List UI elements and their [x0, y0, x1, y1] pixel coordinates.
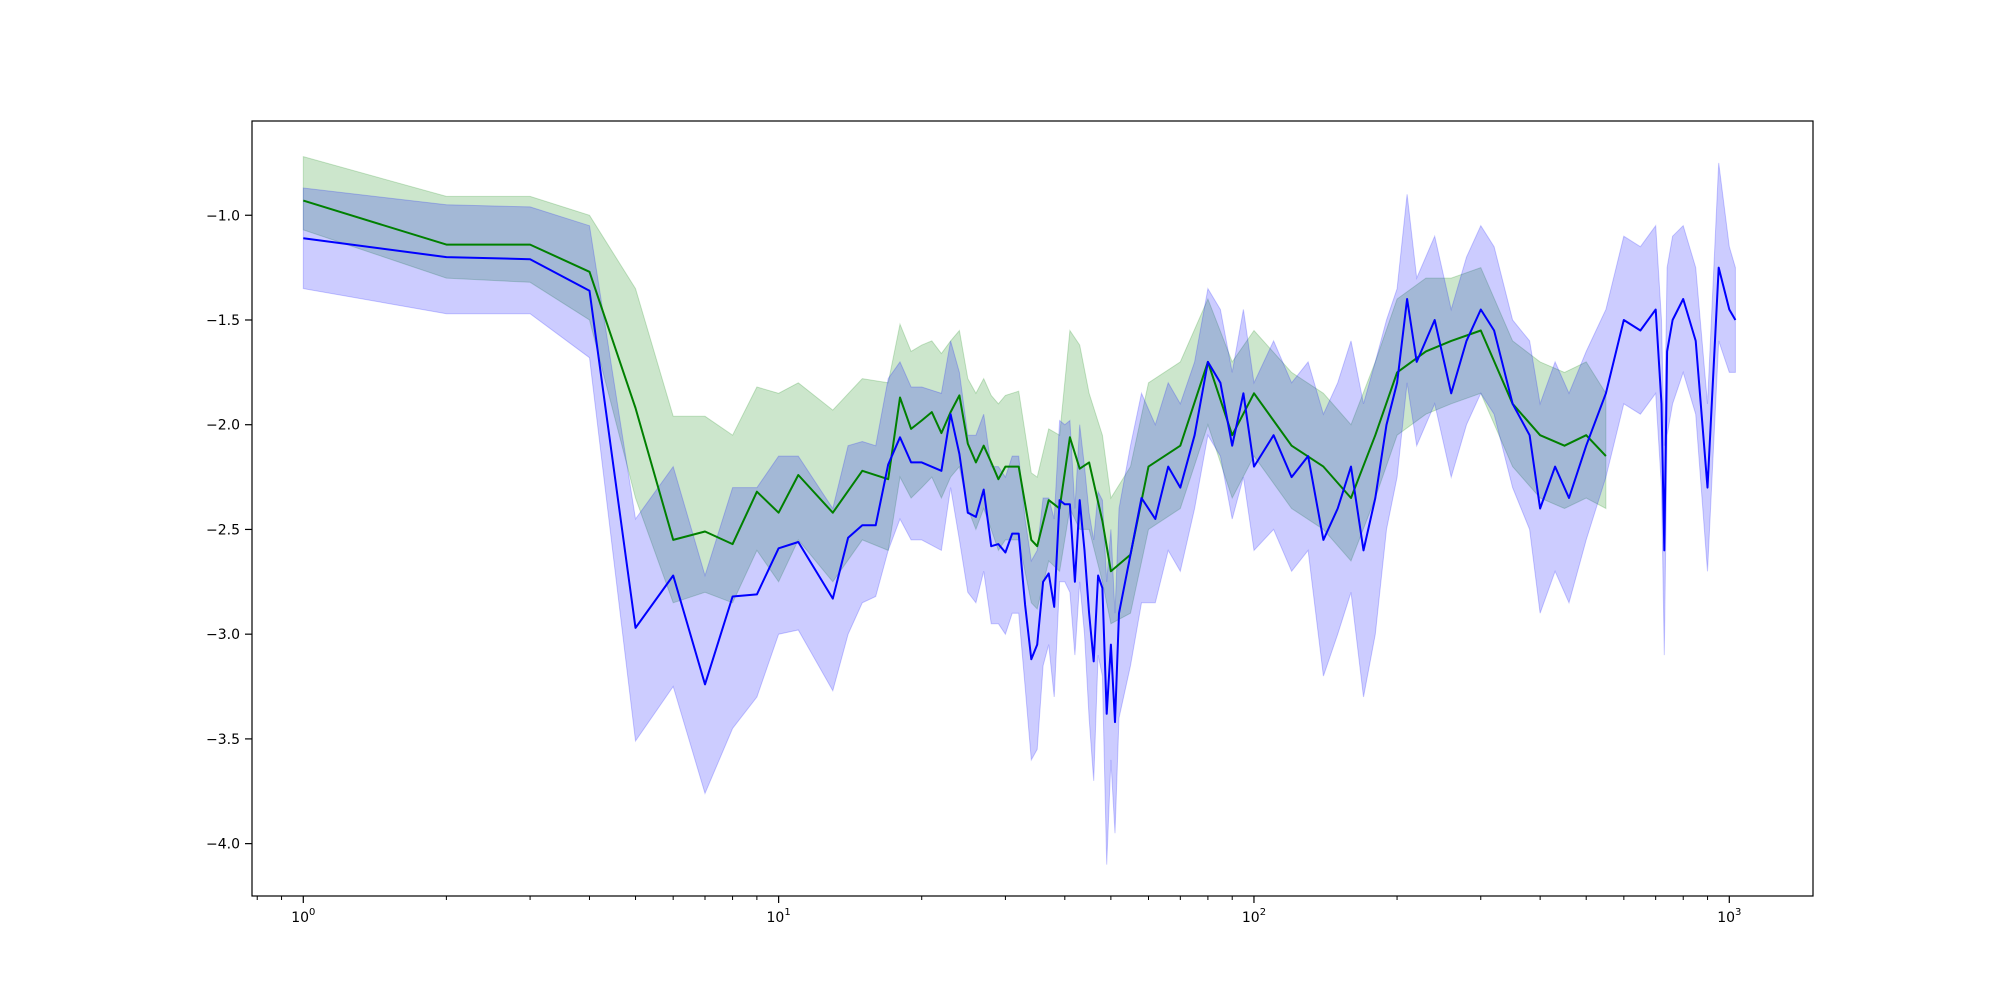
y-tick-label: −2.5 [206, 522, 240, 538]
y-tick-label: −3.5 [206, 732, 240, 748]
x-tick-label: 101 [767, 907, 791, 926]
y-tick-label: −1.5 [206, 313, 240, 329]
y-tick-label: −3.0 [206, 627, 240, 643]
series-2-band [302, 162, 1736, 865]
y-tick-label: −1.0 [206, 208, 240, 224]
x-tick-label: 102 [1242, 907, 1266, 926]
series-lines [303, 199, 1737, 724]
x-axis: 100 101 102 103 [256, 896, 1741, 926]
confidence-bands [302, 155, 1736, 865]
series-2-line [303, 237, 1737, 724]
y-tick-label: −2.0 [206, 418, 240, 434]
x-tick-label: 103 [1717, 907, 1741, 926]
x-tick-label: 100 [291, 907, 315, 926]
series-1-band [302, 155, 1607, 625]
y-axis: −1.0 −1.5 −2.0 −2.5 −3.0 −3.5 −4.0 [206, 208, 252, 853]
y-tick-label: −4.0 [206, 837, 240, 853]
plot-frame [251, 120, 1814, 897]
series-1-line [303, 199, 1607, 573]
